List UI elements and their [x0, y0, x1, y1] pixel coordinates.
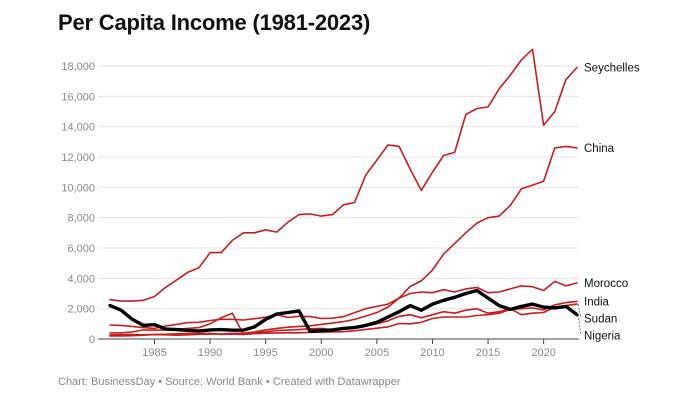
x-tick-label: 2015	[476, 347, 500, 359]
label-leader	[577, 314, 582, 336]
series-line-china	[109, 145, 578, 337]
series-labels: Seychelles China Morocco India Sudan Nigeria	[577, 63, 640, 342]
series-label-seychelles: Seychelles	[584, 63, 640, 75]
series-line-morocco	[109, 280, 578, 330]
y-axis-ticks: 0 2,000 4,000 6,000 8,000 10,000 12,000 14,000 1…	[61, 61, 95, 346]
y-tick-label: 14,000	[61, 122, 95, 134]
y-tick-label: 12,000	[61, 152, 95, 164]
x-axis-ticks: 1985 1990 1995 2000 2005 2010 2015 2020	[142, 339, 556, 359]
series-lines	[108, 48, 579, 337]
y-tick-label: 0	[89, 334, 95, 346]
series-label-sudan: Sudan	[584, 313, 617, 325]
label-leader	[577, 304, 582, 319]
x-tick-label: 1990	[198, 347, 222, 359]
x-tick-label: 2020	[531, 347, 555, 359]
y-tick-label: 4,000	[67, 273, 95, 285]
x-tick-label: 1995	[253, 347, 277, 359]
source-note: Chart: BusinessDay • Source: World Bank …	[58, 376, 401, 388]
x-tick-label: 1985	[142, 347, 166, 359]
series-label-morocco: Morocco	[584, 278, 628, 290]
y-tick-label: 6,000	[67, 243, 95, 255]
series-label-nigeria: Nigeria	[584, 330, 621, 342]
y-tick-label: 2,000	[67, 304, 95, 316]
y-tick-label: 18,000	[61, 61, 95, 73]
y-tick-label: 16,000	[61, 91, 95, 103]
series-line-nigeria	[108, 288, 579, 334]
series-line-india	[109, 300, 578, 336]
series-line-seychelles	[109, 48, 578, 302]
x-tick-label: 2000	[309, 347, 333, 359]
x-tick-label: 2005	[365, 347, 389, 359]
x-tick-label: 2010	[420, 347, 444, 359]
y-tick-label: 8,000	[67, 213, 95, 225]
series-label-china: China	[584, 143, 615, 155]
y-tick-label: 10,000	[61, 182, 95, 194]
series-label-india: India	[584, 296, 610, 308]
gridlines	[98, 65, 579, 340]
chart-title: Per Capita Income (1981-2023)	[58, 10, 371, 35]
